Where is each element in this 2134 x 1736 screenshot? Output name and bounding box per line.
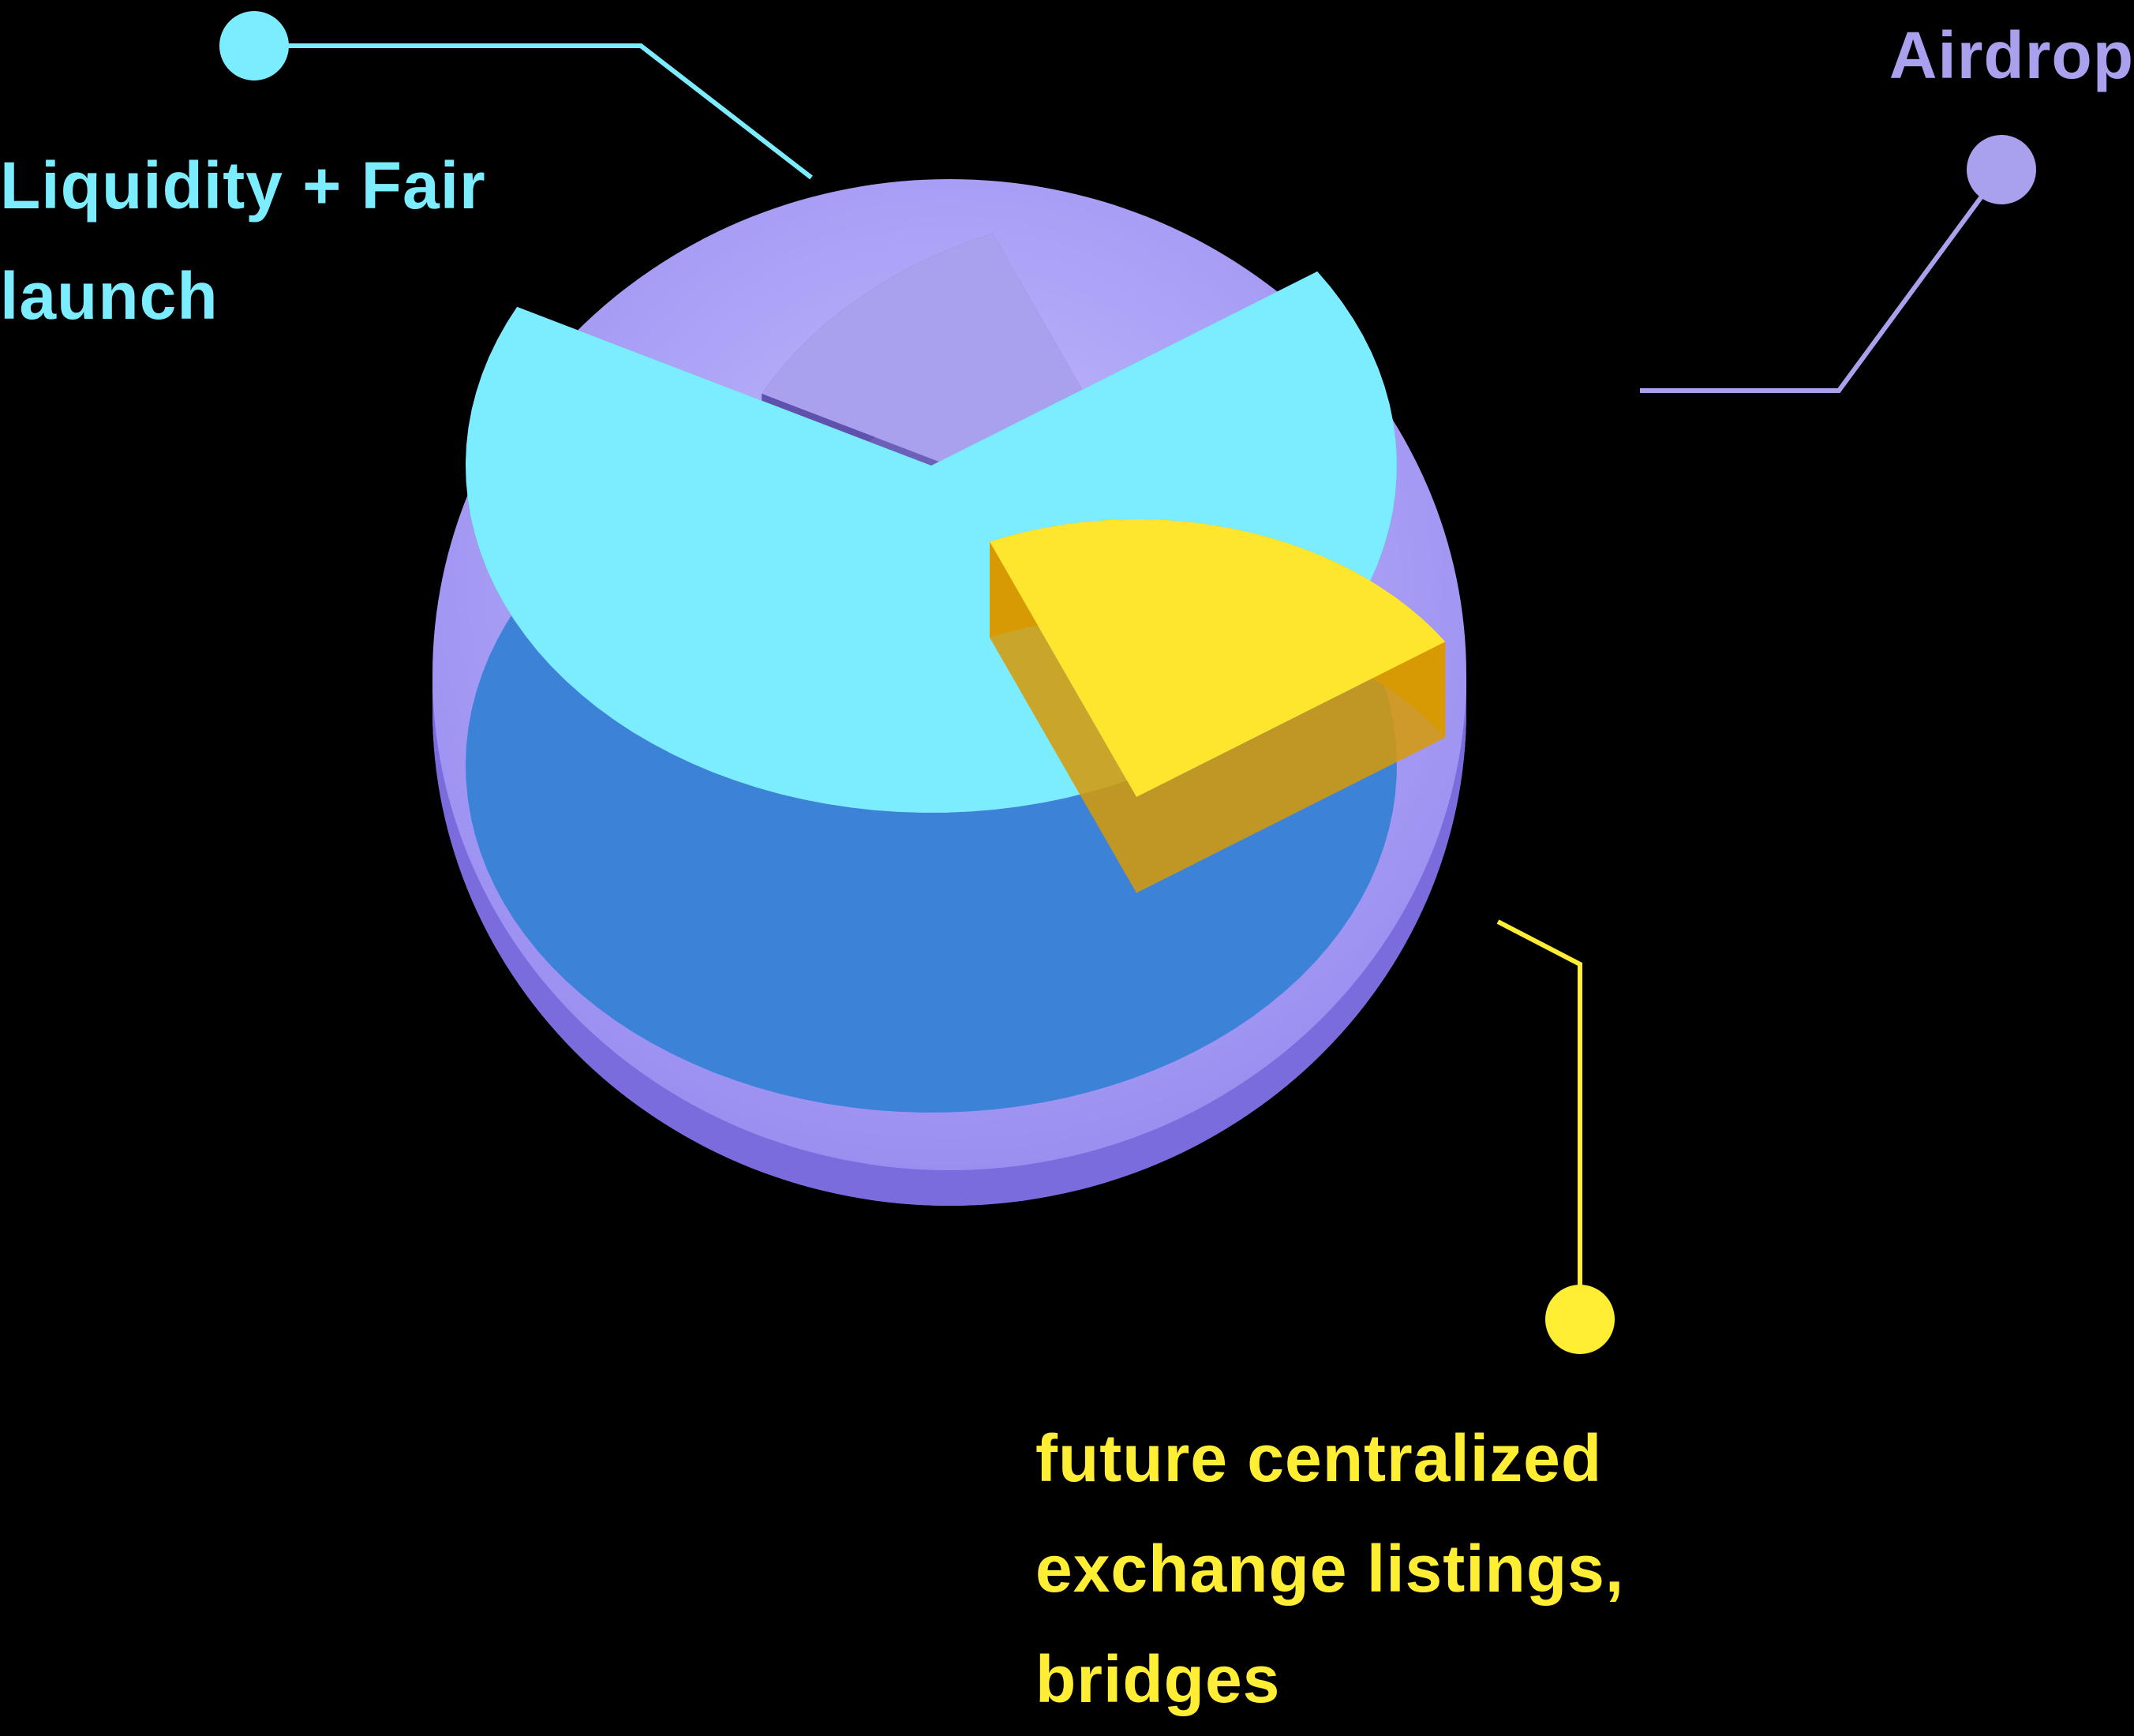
label-cex-line-2: exchange listings, [1035, 1532, 1625, 1606]
label-cex-line-3: bridges [1035, 1642, 1281, 1716]
label-liquidity-line-1: Liquidity + Fair [0, 148, 486, 223]
label-cex-line-1: future centralized [1035, 1421, 1603, 1495]
pie-slice-3-wall-1 [990, 541, 1136, 893]
pie-slice-1-side [466, 271, 1397, 1113]
leader-dot-liquidity [219, 11, 289, 80]
label-cex: future centralized exchange listings, br… [1035, 1403, 1624, 1734]
label-airdrop: Airdrop [1889, 0, 2134, 110]
label-liquidity-line-2: launch [0, 259, 219, 333]
leader-dot-airdrop [1967, 135, 2036, 204]
pie-slice-3-wall-2 [1136, 642, 1446, 893]
label-liquidity: Liquidity + Fair launch [0, 130, 486, 351]
leader-line-airdrop [1640, 168, 2004, 393]
leader-lines [219, 11, 2036, 1354]
pie-slice-3 [990, 519, 1446, 893]
leader-line-cex [1496, 919, 1582, 1319]
label-airdrop-line-1: Airdrop [1889, 18, 2134, 92]
leader-line-liquidity [254, 43, 813, 180]
leader-dot-cex [1545, 1285, 1615, 1354]
pie-slice-3-top [990, 519, 1446, 797]
